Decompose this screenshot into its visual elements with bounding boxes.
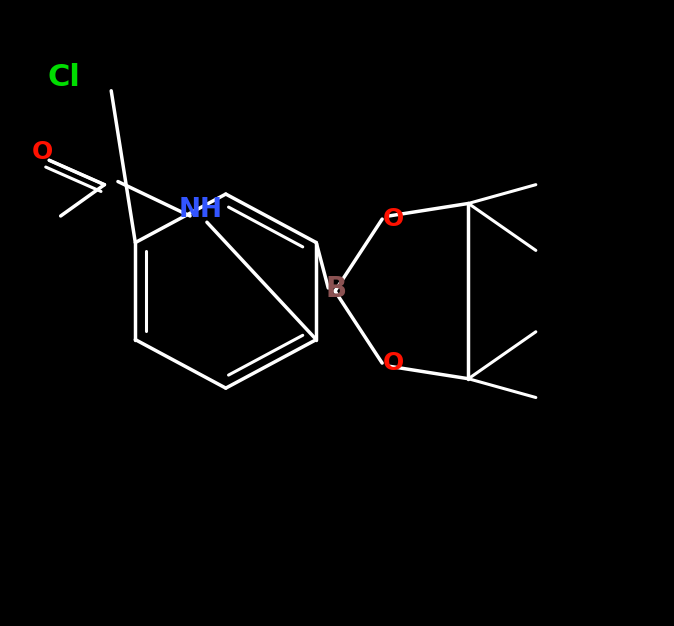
Text: O: O (383, 351, 404, 375)
Text: NH: NH (178, 197, 222, 223)
Text: Cl: Cl (48, 63, 80, 92)
Text: O: O (383, 207, 404, 231)
Text: O: O (32, 140, 53, 164)
Text: B: B (326, 275, 347, 303)
